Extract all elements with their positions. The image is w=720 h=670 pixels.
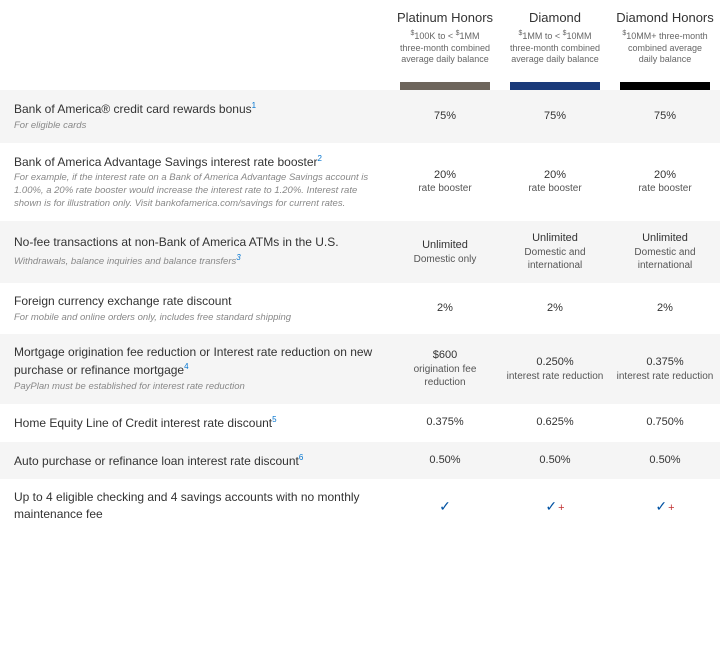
benefit-label: Up to 4 eligible checking and 4 savings … <box>0 479 390 533</box>
benefit-subtitle: For eligible cards <box>14 120 376 133</box>
benefit-cell: 20%rate booster <box>610 158 720 206</box>
benefit-label: Bank of America® credit card rewards bon… <box>0 90 390 143</box>
cell-main: 20% <box>434 169 456 181</box>
benefit-cell: 75% <box>610 99 720 134</box>
benefit-subtitle: Withdrawals, balance inquiries and balan… <box>14 253 376 269</box>
benefit-cell: ✓+ <box>610 487 720 526</box>
footnote-ref: 1 <box>252 101 256 110</box>
benefit-cell: ✓+ <box>500 487 610 526</box>
benefit-label: Foreign currency exchange rate discount F… <box>0 283 390 335</box>
plus-icon: + <box>668 502 674 514</box>
footnote-ref: 6 <box>299 453 303 462</box>
benefit-cell: Unlimited Domestic and international <box>500 221 610 283</box>
benefit-row: Bank of America® credit card rewards bon… <box>0 90 720 143</box>
benefit-title: Up to 4 eligible checking and 4 savings … <box>14 489 376 523</box>
benefit-label: Mortgage origination fee reduction or In… <box>0 334 390 403</box>
benefit-cell: 0.625% <box>500 405 610 440</box>
cell-sub: rate booster <box>614 182 716 196</box>
benefit-title: Foreign currency exchange rate discount <box>14 293 376 310</box>
cell-sub: Domestic and international <box>614 246 716 273</box>
benefit-cell: 75% <box>390 99 500 134</box>
tier-bar <box>620 82 710 90</box>
cell-sub: rate booster <box>394 182 496 196</box>
tier-desc: $1MM to < $10MM three-month combined ave… <box>506 29 604 76</box>
tier-header: Diamond Honors $10MM+ three-month combin… <box>610 10 720 90</box>
benefit-title: Home Equity Line of Credit interest rate… <box>14 414 376 432</box>
benefit-cell: 20%rate booster <box>390 158 500 206</box>
tier-comparison-table: Platinum Honors $100K to < $1MM three-mo… <box>0 0 720 533</box>
benefit-subtitle: For mobile and online orders only, inclu… <box>14 312 376 325</box>
footnote-ref: 4 <box>184 362 188 371</box>
benefit-cell: ✓ <box>390 487 500 526</box>
benefit-row: Foreign currency exchange rate discount F… <box>0 283 720 335</box>
check-icon: ✓ <box>439 498 451 514</box>
cell-sub: origination fee reduction <box>394 363 496 390</box>
tier-name: Diamond <box>506 10 604 25</box>
benefit-row: No-fee transactions at non-Bank of Ameri… <box>0 221 720 283</box>
cell-main: Unlimited <box>532 232 578 244</box>
benefit-row: Mortgage origination fee reduction or In… <box>0 334 720 403</box>
benefit-cell: 0.50% <box>500 443 610 478</box>
cell-main: $600 <box>433 349 457 361</box>
cell-main: 20% <box>544 169 566 181</box>
benefit-title: Bank of America® credit card rewards bon… <box>14 100 376 118</box>
benefit-cell: $600 origination fee reduction <box>390 338 500 400</box>
benefit-subtitle: For example, if the interest rate on a B… <box>14 172 376 210</box>
benefit-cell: 0.375% interest rate reduction <box>610 345 720 393</box>
benefit-cell: 75% <box>500 99 610 134</box>
cell-main: 0.375% <box>646 356 683 368</box>
benefit-title: No-fee transactions at non-Bank of Ameri… <box>14 234 376 251</box>
benefit-row: Auto purchase or refinance loan interest… <box>0 442 720 480</box>
benefit-row: Bank of America Advantage Savings intere… <box>0 143 720 221</box>
tier-desc: $10MM+ three-month combined average dail… <box>616 29 714 76</box>
benefit-label: Home Equity Line of Credit interest rate… <box>0 404 390 442</box>
benefit-label: Auto purchase or refinance loan interest… <box>0 442 390 480</box>
cell-sub: interest rate reduction <box>504 370 606 384</box>
cell-sub: rate booster <box>504 182 606 196</box>
cell-main: Unlimited <box>642 232 688 244</box>
benefit-cell: Unlimited Domestic and international <box>610 221 720 283</box>
benefit-cell: 2% <box>390 291 500 326</box>
benefit-label: No-fee transactions at non-Bank of Ameri… <box>0 224 390 279</box>
benefit-title: Bank of America Advantage Savings intere… <box>14 153 376 171</box>
cell-sub: Domestic only <box>394 253 496 267</box>
tier-name: Platinum Honors <box>396 10 494 25</box>
benefit-cell: Unlimited Domestic only <box>390 228 500 276</box>
tier-name: Diamond Honors <box>616 10 714 25</box>
tier-header: Diamond $1MM to < $10MM three-month comb… <box>500 10 610 90</box>
benefit-cell: 20%rate booster <box>500 158 610 206</box>
tier-header-row: Platinum Honors $100K to < $1MM three-mo… <box>0 0 720 90</box>
tier-desc: $100K to < $1MM three-month combined ave… <box>396 29 494 76</box>
benefit-cell: 0.50% <box>610 443 720 478</box>
cell-main: Unlimited <box>422 239 468 251</box>
tier-header: Platinum Honors $100K to < $1MM three-mo… <box>390 10 500 90</box>
plus-icon: + <box>558 502 564 514</box>
benefit-row: Up to 4 eligible checking and 4 savings … <box>0 479 720 533</box>
header-spacer <box>0 10 390 90</box>
tier-bar <box>510 82 600 90</box>
benefit-cell: 0.50% <box>390 443 500 478</box>
check-icon: ✓ <box>655 498 667 514</box>
tier-bar <box>400 82 490 90</box>
cell-sub: interest rate reduction <box>614 370 716 384</box>
cell-main: 0.250% <box>536 356 573 368</box>
benefit-cell: 0.250% interest rate reduction <box>500 345 610 393</box>
footnote-ref: 2 <box>318 154 322 163</box>
benefit-cell: 0.750% <box>610 405 720 440</box>
benefit-row: Home Equity Line of Credit interest rate… <box>0 404 720 442</box>
benefit-cell: 2% <box>500 291 610 326</box>
footnote-ref: 3 <box>236 253 240 262</box>
check-icon: ✓ <box>545 498 557 514</box>
rows-container: Bank of America® credit card rewards bon… <box>0 90 720 533</box>
benefit-title: Auto purchase or refinance loan interest… <box>14 452 376 470</box>
benefit-cell: 2% <box>610 291 720 326</box>
cell-sub: Domestic and international <box>504 246 606 273</box>
benefit-label: Bank of America Advantage Savings intere… <box>0 143 390 221</box>
benefit-cell: 0.375% <box>390 405 500 440</box>
footnote-ref: 5 <box>272 415 276 424</box>
benefit-title: Mortgage origination fee reduction or In… <box>14 344 376 379</box>
benefit-subtitle: PayPlan must be established for interest… <box>14 381 376 394</box>
cell-main: 20% <box>654 169 676 181</box>
